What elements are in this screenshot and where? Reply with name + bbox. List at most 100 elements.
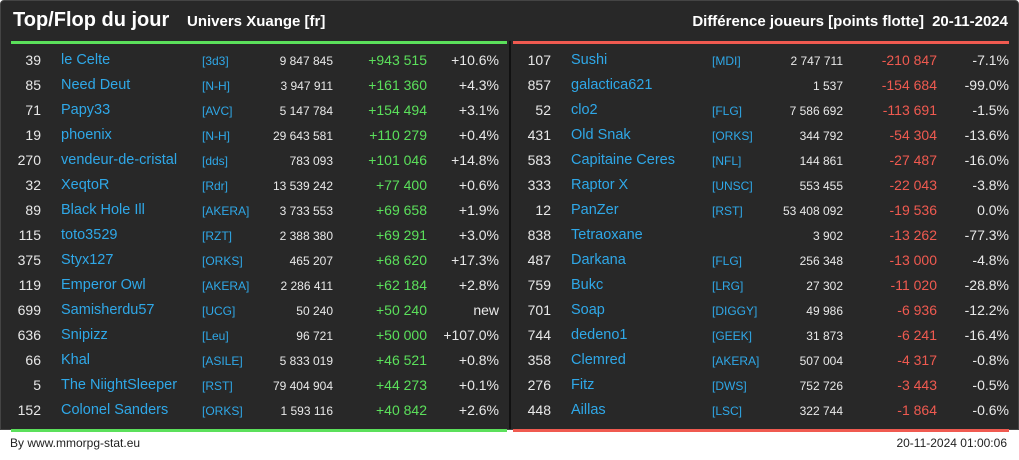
player-name-link[interactable]: The NiightSleeper	[61, 377, 178, 393]
alliance-tag-link[interactable]: [AKERA]	[202, 279, 250, 293]
points-difference: -1 864	[897, 402, 937, 418]
player-points: 256 348	[799, 254, 843, 268]
player-name-link[interactable]: Black Hole Ill	[61, 202, 145, 218]
player-name-link[interactable]: Old Snak	[571, 127, 631, 143]
alliance-tag-link[interactable]: [NFL]	[712, 154, 742, 168]
alliance-tag-link[interactable]: [N-H]	[202, 79, 230, 93]
player-name-link[interactable]: Snipizz	[61, 327, 108, 343]
player-name-link[interactable]: Capitaine Ceres	[571, 152, 675, 168]
percent-change: +3.1%	[458, 102, 499, 118]
player-name-link[interactable]: dedeno1	[571, 327, 628, 343]
player-name-link[interactable]: Emperor Owl	[61, 277, 146, 293]
alliance-tag-link[interactable]: [ASILE]	[202, 354, 243, 368]
player-rank: 5	[33, 377, 41, 393]
alliance-tag-link[interactable]: [GEEK]	[712, 329, 753, 343]
player-rank: 39	[25, 52, 41, 68]
player-name-link[interactable]: Soap	[571, 302, 605, 318]
points-difference: -22 043	[889, 177, 937, 193]
player-name-link[interactable]: Aillas	[571, 402, 606, 418]
percent-change: -16.4%	[964, 327, 1009, 343]
percent-change: -0.5%	[972, 377, 1009, 393]
percent-change: -28.8%	[964, 277, 1009, 293]
points-difference: -113 691	[882, 102, 937, 118]
player-name-link[interactable]: Bukc	[571, 277, 604, 293]
player-row: 107 Sushi [MDI] 2 747 711 -210 847 -7.1%	[511, 48, 1019, 73]
player-name-link[interactable]: PanZer	[571, 202, 619, 218]
percent-change: -13.6%	[964, 127, 1009, 143]
points-difference: +40 842	[376, 402, 427, 418]
player-rank: 107	[527, 52, 551, 68]
player-name-link[interactable]: Darkana	[571, 252, 626, 268]
percent-change: -0.6%	[972, 402, 1009, 418]
alliance-tag-link[interactable]: [DIGGY]	[712, 304, 758, 318]
alliance-tag-link[interactable]: [dds]	[202, 154, 229, 168]
alliance-tag-link[interactable]: [ORKS]	[202, 404, 243, 418]
alliance-tag-link[interactable]: [N-H]	[202, 129, 230, 143]
player-row: 759 Bukc [LRG] 27 302 -11 020 -28.8%	[511, 273, 1019, 298]
percent-change: -99.0%	[964, 77, 1009, 93]
alliance-tag-link[interactable]: [FLG]	[712, 254, 743, 268]
player-name-link[interactable]: Khal	[61, 352, 91, 368]
alliance-tag-link[interactable]: [RZT]	[202, 229, 232, 243]
player-points: 783 093	[289, 154, 333, 168]
alliance-tag-link[interactable]: [AKERA]	[202, 204, 250, 218]
player-name-link[interactable]: le Celte	[61, 52, 111, 68]
alliance-tag-link[interactable]: [FLG]	[712, 104, 743, 118]
player-name-link[interactable]: vendeur-de-cristal	[61, 152, 178, 168]
player-name-link[interactable]: Colonel Sanders	[61, 402, 169, 418]
alliance-tag-link[interactable]: [ORKS]	[712, 129, 753, 143]
alliance-tag-link[interactable]: [UCG]	[202, 304, 236, 318]
player-name-link[interactable]: Need Deut	[61, 77, 131, 93]
player-name-link[interactable]: phoenix	[61, 127, 112, 143]
player-rank: 276	[527, 377, 551, 393]
alliance-tag-link[interactable]: [LSC]	[712, 404, 743, 418]
player-name-link[interactable]: Raptor X	[571, 177, 629, 193]
points-difference: -13 262	[889, 227, 937, 243]
alliance-tag-link[interactable]: [Leu]	[202, 329, 229, 343]
percent-change: 0.0%	[977, 202, 1009, 218]
alliance-tag-link[interactable]: [DWS]	[712, 379, 747, 393]
points-difference: -154 684	[881, 77, 937, 93]
player-name-link[interactable]: toto3529	[61, 227, 118, 243]
alliance-tag-link[interactable]: [AKERA]	[712, 354, 760, 368]
player-name-link[interactable]: Papy33	[61, 102, 111, 118]
player-rank: 66	[25, 352, 41, 368]
alliance-tag-link[interactable]: [3d3]	[202, 54, 229, 68]
alliance-tag-link[interactable]: [Rdr]	[202, 179, 229, 193]
alliance-tag-link[interactable]: [UNSC]	[712, 179, 753, 193]
alliance-tag-link[interactable]: [RST]	[202, 379, 233, 393]
points-difference: -27 487	[889, 152, 937, 168]
percent-change: -0.8%	[972, 352, 1009, 368]
player-points: 13 539 242	[272, 179, 333, 193]
top-accent-line	[11, 41, 507, 44]
player-name-link[interactable]: Fitz	[571, 377, 595, 393]
player-name-link[interactable]: Styx127	[61, 252, 114, 268]
alliance-tag-link[interactable]: [AVC]	[202, 104, 233, 118]
generated-timestamp: 20-11-2024 01:00:06	[896, 436, 1007, 450]
player-points: 553 455	[799, 179, 843, 193]
alliance-tag-link[interactable]: [MDI]	[712, 54, 741, 68]
site-credit: By www.mmorpg-stat.eu	[10, 436, 141, 450]
player-row: 32 XeqtoR [Rdr] 13 539 242 +77 400 +0.6%	[1, 173, 509, 198]
player-name-link[interactable]: Tetraoxane	[571, 227, 643, 243]
percent-change: -12.2%	[964, 302, 1009, 318]
alliance-tag-link[interactable]: [ORKS]	[202, 254, 243, 268]
points-difference: +50 240	[376, 302, 427, 318]
player-points: 1 537	[812, 79, 843, 93]
percent-change: +107.0%	[443, 327, 499, 343]
player-name-link[interactable]: galactica621	[571, 77, 653, 93]
player-name-link[interactable]: clo2	[571, 102, 598, 118]
alliance-tag-link[interactable]: [LRG]	[712, 279, 744, 293]
alliance-tag-link[interactable]: [RST]	[712, 204, 743, 218]
top-gainers-list: 39 le Celte [3d3] 9 847 845 +943 515 +10.6% 85…	[1, 48, 509, 423]
player-name-link[interactable]: XeqtoR	[61, 177, 110, 193]
player-row: 583 Capitaine Ceres [NFL] 144 861 -27 487 -16…	[511, 148, 1019, 173]
player-name-link[interactable]: Sushi	[571, 52, 608, 68]
player-row: 358 Clemred [AKERA] 507 004 -4 317 -0.8%	[511, 348, 1019, 373]
player-points: 49 986	[806, 304, 843, 318]
player-name-link[interactable]: Samisherdu57	[61, 302, 155, 318]
player-row: 71 Papy33 [AVC] 5 147 784 +154 494 +3.1%	[1, 98, 509, 123]
top-bottom-line	[11, 429, 507, 432]
percent-change: +17.3%	[451, 252, 499, 268]
player-name-link[interactable]: Clemred	[571, 352, 626, 368]
